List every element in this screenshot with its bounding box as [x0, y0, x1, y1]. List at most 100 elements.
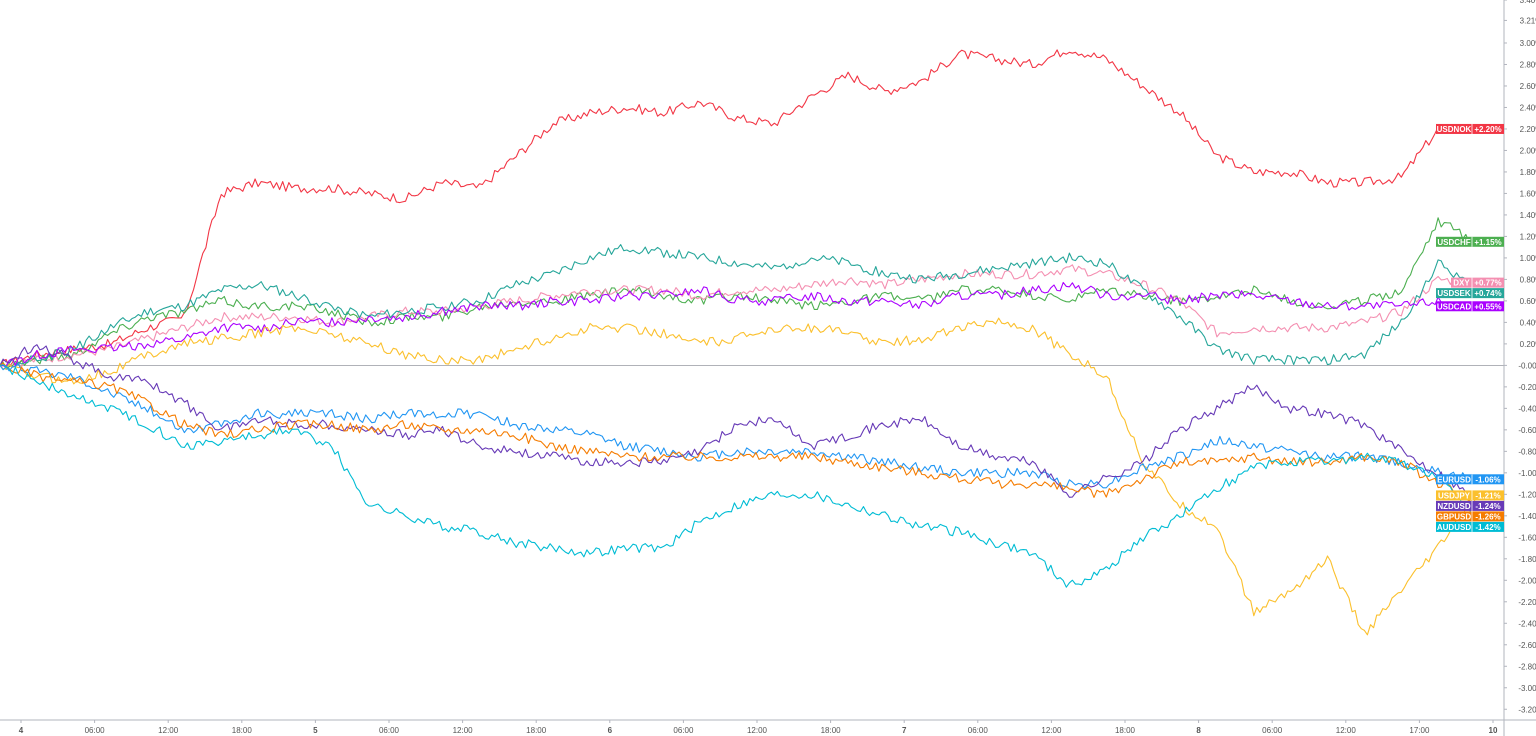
series-line-usdnok[interactable]	[0, 49, 1476, 368]
series-tag-name-bg	[1436, 288, 1472, 299]
x-tick-label: 06:00	[1262, 726, 1283, 735]
series-tag-value-bg	[1472, 511, 1504, 522]
y-tick-label: -1.20%	[1518, 490, 1536, 499]
y-tick-label: 3.00%	[1520, 39, 1536, 48]
series-tag-value: -1.06%	[1475, 475, 1500, 484]
x-tick-label: 8	[1196, 726, 1201, 735]
series-tag-name-bg	[1436, 511, 1472, 522]
x-tick-label: 18:00	[821, 726, 842, 735]
y-tick-label: 1.60%	[1520, 189, 1536, 198]
series-tag-nzdusd: NZDUSD -1.24%	[1436, 500, 1504, 511]
y-tick-label: 1.00%	[1520, 254, 1536, 263]
x-axis[interactable]: 4 06:00 12:00 18:00 5 06:00 12:00 18:00 6 06:00 12…	[0, 719, 1536, 735]
x-tick-label: 18:00	[1115, 726, 1136, 735]
y-tick-label: 0.80%	[1520, 275, 1536, 284]
x-tick-label: 17:00	[1409, 726, 1430, 735]
series-tag-value: +0.77%	[1474, 279, 1501, 288]
x-tick-label: 06:00	[85, 726, 106, 735]
series-tag-usdjpy: USDJPY -1.21%	[1436, 490, 1504, 501]
x-tick-label: 18:00	[526, 726, 547, 735]
x-tick-label: 06:00	[673, 726, 694, 735]
series-tag-value-bg	[1472, 236, 1504, 247]
x-tick-label: 5	[313, 726, 318, 735]
series-tag-gbpusd: GBPUSD -1.26%	[1436, 511, 1504, 522]
series-tag-value-bg	[1472, 288, 1504, 299]
y-tick-label: -3.00%	[1518, 684, 1536, 693]
series-tag-usdcad: USDCAD +0.55%	[1436, 301, 1504, 312]
series-tag-value: -1.24%	[1475, 502, 1500, 511]
series-tag-usdsek: USDSEK +0.74%	[1436, 288, 1504, 299]
x-tick-label: 6	[608, 726, 613, 735]
series-tag-name-bg	[1451, 277, 1472, 288]
y-tick-label: 0.40%	[1520, 318, 1536, 327]
series-line-audusd[interactable]	[0, 364, 1476, 588]
x-tick-label: 7	[902, 726, 907, 735]
series-tag-name: GBPUSD	[1437, 512, 1471, 521]
y-tick-label: 2.60%	[1520, 82, 1536, 91]
series-line-usdcad[interactable]	[0, 281, 1476, 367]
series-tag-name: EURUSD	[1437, 475, 1471, 484]
y-tick-label: -1.00%	[1518, 469, 1536, 478]
series-tag-audusd: AUDUSD -1.42%	[1436, 521, 1504, 532]
y-tick-label: -2.40%	[1518, 619, 1536, 628]
series-tag-name-bg	[1436, 236, 1472, 247]
y-tick-label: -1.80%	[1518, 555, 1536, 564]
series-tag-value: +0.74%	[1474, 289, 1501, 298]
series-tag-dxy: DXY +0.77%	[1451, 277, 1504, 288]
series-tag-name-bg	[1436, 521, 1472, 532]
series-tag-value-bg	[1472, 277, 1504, 288]
series-tag-usdchf: USDCHF +1.15%	[1436, 236, 1504, 247]
series-tag-value: +1.15%	[1474, 238, 1501, 247]
series-tag-value: -1.42%	[1475, 523, 1500, 532]
y-tick-label: -2.60%	[1518, 641, 1536, 650]
series-line-nzdusd[interactable]	[0, 344, 1476, 500]
series-tag-name-bg	[1436, 490, 1472, 501]
y-tick-label: 2.40%	[1520, 103, 1536, 112]
series-tag-value-bg	[1472, 301, 1504, 312]
y-tick-label: 2.80%	[1520, 60, 1536, 69]
series-line-usdchf[interactable]	[0, 217, 1476, 370]
y-tick-label: 1.80%	[1520, 168, 1536, 177]
series-tag-value: +2.20%	[1474, 125, 1501, 134]
y-tick-label: -0.00%	[1518, 361, 1536, 370]
y-tick-label: 1.20%	[1520, 232, 1536, 241]
series-tag-name: USDSEK	[1437, 289, 1471, 298]
series-tag-name: NZDUSD	[1437, 502, 1471, 511]
series-tag-name-bg	[1436, 474, 1472, 485]
x-tick-label: 12:00	[747, 726, 768, 735]
series-tag-value: -1.21%	[1475, 491, 1500, 500]
y-tick-label: -1.40%	[1518, 512, 1536, 521]
x-tick-label: 12:00	[453, 726, 474, 735]
series-tags: USDNOK +2.20% USDCHF +1.15% DXY +0.77%USDSEK +…	[1436, 123, 1504, 532]
series-tag-name: USDJPY	[1438, 491, 1471, 500]
series-tag-name: USDNOK	[1437, 125, 1472, 134]
x-tick-label: 12:00	[1041, 726, 1062, 735]
series-layer	[0, 49, 1476, 636]
series-tag-value-bg	[1472, 474, 1504, 485]
y-tick-label: -0.20%	[1518, 383, 1536, 392]
series-line-gbpusd[interactable]	[0, 362, 1476, 502]
y-tick-label: -2.80%	[1518, 662, 1536, 671]
series-tag-name-bg	[1436, 123, 1472, 134]
x-tick-label: 12:00	[158, 726, 179, 735]
y-tick-label: -2.20%	[1518, 598, 1536, 607]
series-tag-eurusd: EURUSD -1.06%	[1436, 474, 1504, 485]
series-tag-name: DXY	[1453, 279, 1470, 288]
y-tick-label: 2.00%	[1520, 146, 1536, 155]
series-line-dxy[interactable]	[0, 264, 1476, 370]
x-tick-label: 10	[1489, 726, 1498, 735]
series-tag-value: -1.26%	[1475, 512, 1500, 521]
y-tick-label: 2.20%	[1520, 125, 1536, 134]
series-tag-name: USDCHF	[1437, 238, 1470, 247]
series-line-usdsek[interactable]	[0, 244, 1476, 369]
x-tick-label: 4	[19, 726, 24, 735]
y-axis[interactable]: 3.40% 3.21% 3.00% 2.80% 2.60% 2.40% 2.20% 2.00%…	[1503, 0, 1536, 736]
series-tag-value-bg	[1472, 521, 1504, 532]
x-tick-label: 12:00	[1336, 726, 1357, 735]
series-line-usdjpy[interactable]	[0, 317, 1476, 636]
x-tick-label: 18:00	[232, 726, 253, 735]
y-tick-label: -1.60%	[1518, 533, 1536, 542]
series-line-eurusd[interactable]	[0, 363, 1476, 489]
y-tick-label: -0.60%	[1518, 426, 1536, 435]
